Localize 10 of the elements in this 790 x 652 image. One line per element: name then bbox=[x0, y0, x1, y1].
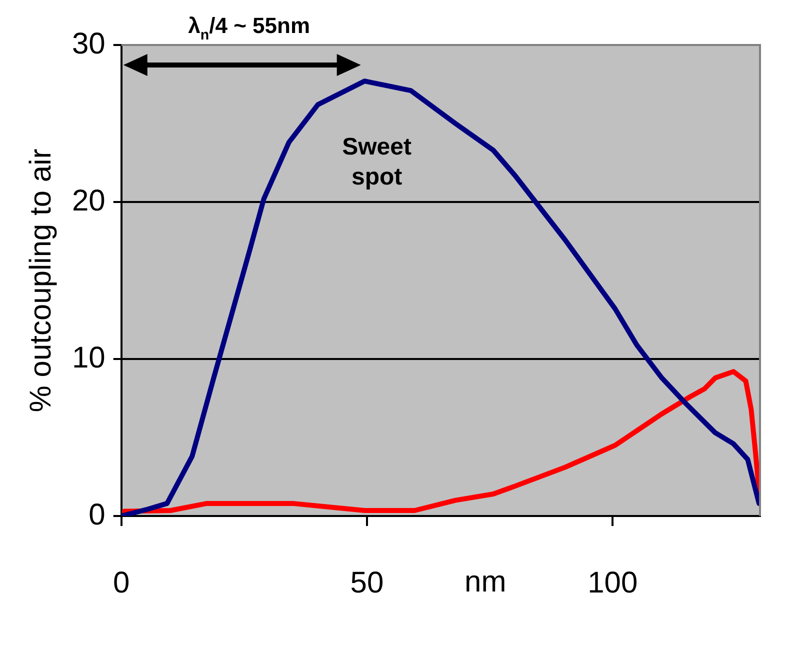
x-tick-label: 50 bbox=[350, 566, 384, 600]
annotation: Sweet spot bbox=[342, 133, 412, 190]
x-tick-label: 0 bbox=[113, 566, 130, 600]
y-tick-label: 10 bbox=[72, 341, 106, 374]
y-tick-label: 20 bbox=[72, 184, 106, 218]
y-axis-title: % outcoupling to air bbox=[24, 148, 58, 412]
y-tick-label: 30 bbox=[72, 27, 106, 60]
x-tick-label: 100 bbox=[588, 566, 638, 600]
y-tick-label: 0 bbox=[88, 498, 106, 532]
x-axis-title: nm bbox=[464, 565, 506, 598]
